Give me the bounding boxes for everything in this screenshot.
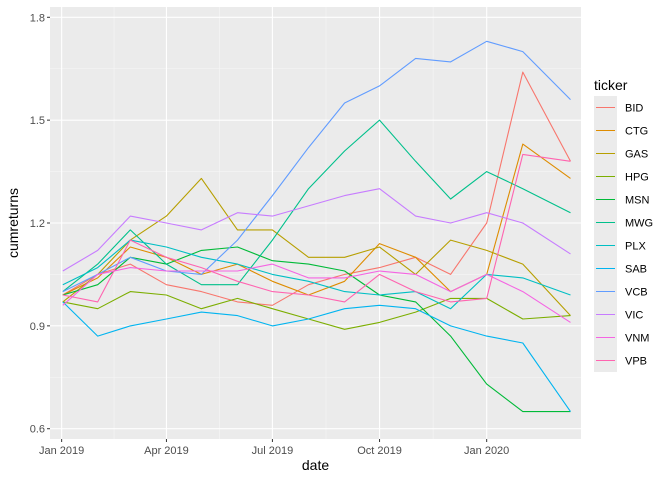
series-line-gas (62, 177, 571, 316)
series-line-vic (62, 188, 571, 272)
legend-label-vnm: VNM (625, 333, 649, 345)
y-axis-title: cumreturns (5, 188, 21, 258)
y-tick-label: 1.5 (30, 115, 45, 127)
x-axis: Jan 2019 Apr 2019 Jul 2019 Oct 2019 Jan 2020 (39, 439, 509, 457)
y-tick-label: 0.6 (30, 424, 45, 436)
y-tick-label: 1.8 (30, 12, 45, 24)
y-tick-label: 1.2 (30, 218, 45, 230)
series-line-plx (62, 239, 571, 310)
legend-label-gas: GAS (625, 149, 648, 161)
legend-label-bid: BID (625, 103, 643, 115)
y-tick-label: 0.9 (30, 321, 45, 333)
x-axis-title: date (302, 457, 329, 473)
legend-label-vcb: VCB (625, 287, 648, 299)
legend-label-vpb: VPB (625, 356, 647, 368)
legend-label-msn: MSN (625, 195, 650, 207)
series-line-mwg (62, 119, 571, 293)
legend-title: ticker (594, 77, 628, 93)
legend: BID CTG GAS HPG MSN MWG PLX SAB VCB VIC VNM VPB (594, 96, 653, 372)
series-line-msn (62, 246, 571, 413)
x-tick-label: Jan 2020 (464, 445, 509, 457)
x-tick-label: Oct 2019 (357, 445, 402, 457)
legend-label-hpg: HPG (625, 172, 649, 184)
x-tick-label: Jan 2019 (39, 445, 84, 457)
y-axis: 0.6 0.9 1.2 1.5 1.8 (30, 12, 50, 436)
x-tick-label: Jul 2019 (252, 445, 294, 457)
legend-label-ctg: CTG (625, 126, 648, 138)
series-lines (62, 40, 571, 413)
legend-label-sab: SAB (625, 264, 647, 276)
series-line-vcb (62, 40, 571, 293)
series-line-vnm (62, 263, 571, 323)
series-line-bid (62, 71, 571, 306)
legend-label-vic: VIC (625, 310, 643, 322)
legend-label-mwg: MWG (625, 218, 653, 230)
x-tick-label: Apr 2019 (144, 445, 189, 457)
legend-label-plx: PLX (625, 241, 646, 253)
series-line-sab (62, 301, 571, 412)
series-line-vpb (62, 153, 571, 303)
